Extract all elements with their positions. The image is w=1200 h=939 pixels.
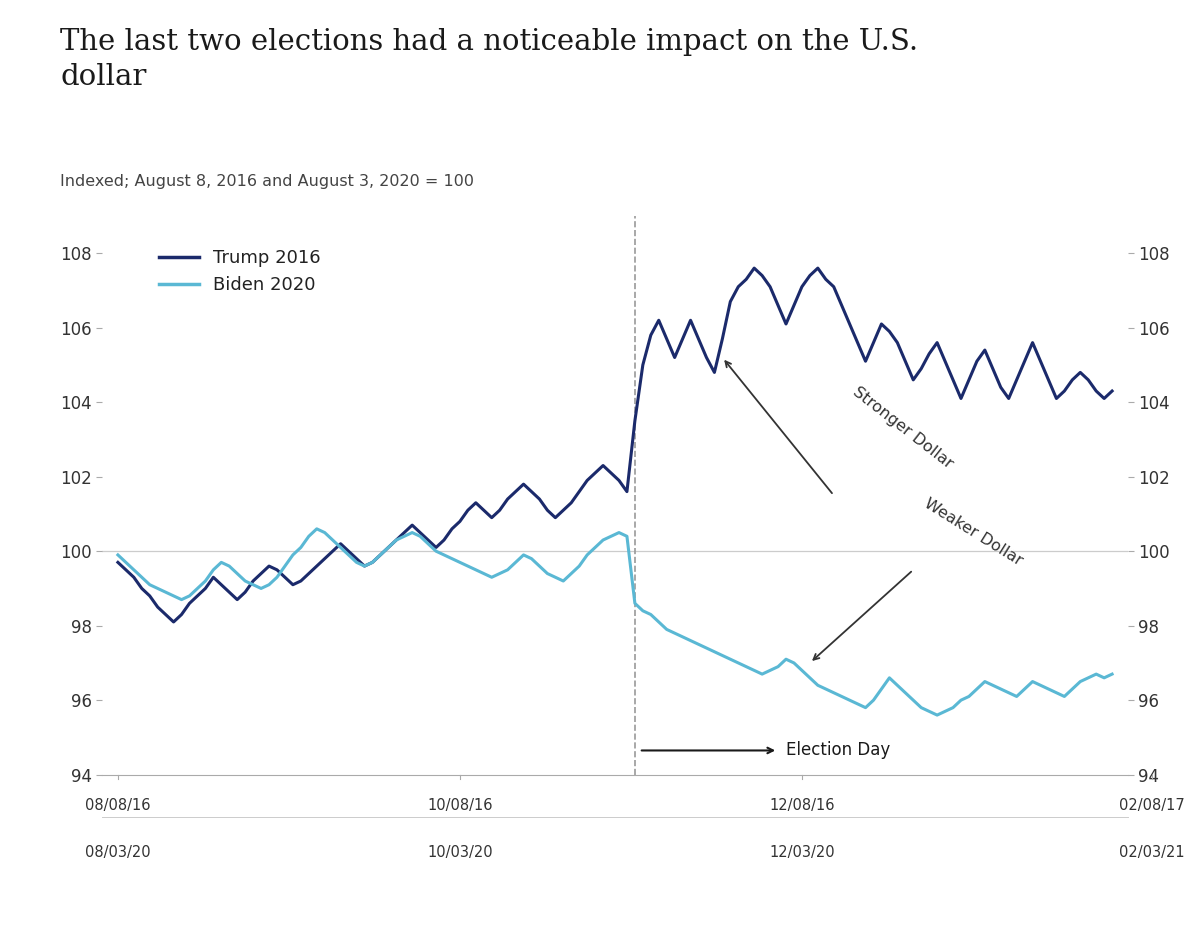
Text: 08/08/16: 08/08/16 (85, 798, 151, 813)
Text: 10/08/16: 10/08/16 (427, 798, 493, 813)
Text: Weaker Dollar: Weaker Dollar (922, 497, 1025, 569)
Text: 12/03/20: 12/03/20 (769, 845, 835, 860)
Text: 02/08/17: 02/08/17 (1118, 798, 1184, 813)
Text: Indexed; August 8, 2016 and August 3, 2020 = 100: Indexed; August 8, 2016 and August 3, 20… (60, 174, 474, 189)
Text: 10/03/20: 10/03/20 (427, 845, 493, 860)
Text: 02/03/21: 02/03/21 (1120, 845, 1184, 860)
Text: Stronger Dollar: Stronger Dollar (850, 385, 955, 472)
Text: The last two elections had a noticeable impact on the U.S.
dollar: The last two elections had a noticeable … (60, 28, 918, 91)
Text: 08/03/20: 08/03/20 (85, 845, 151, 860)
Text: Election Day: Election Day (786, 742, 890, 760)
Legend: Trump 2016, Biden 2020: Trump 2016, Biden 2020 (152, 241, 329, 301)
Text: 12/08/16: 12/08/16 (769, 798, 835, 813)
